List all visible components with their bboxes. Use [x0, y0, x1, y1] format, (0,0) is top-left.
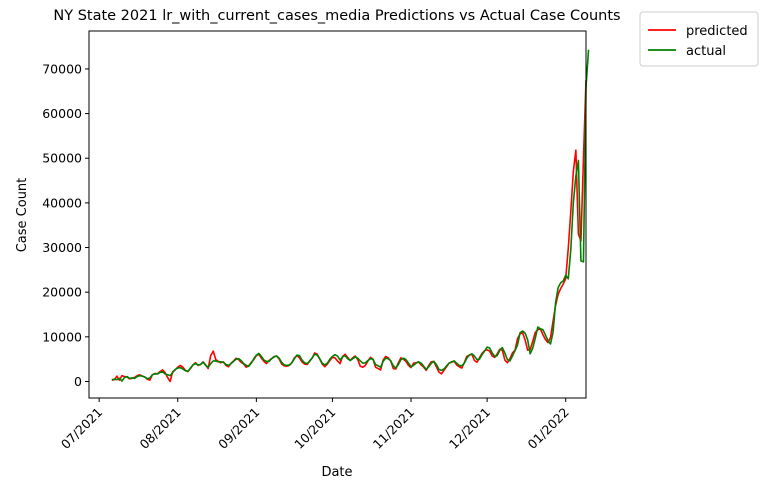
plot-area — [88, 30, 590, 399]
x-tick-label: 01/2022 — [525, 405, 572, 452]
y-tick-label: 50000 — [42, 151, 82, 166]
y-tick-label: 60000 — [42, 106, 82, 121]
legend-label-predicted: predicted — [686, 24, 748, 39]
chart-title: NY State 2021 lr_with_current_cases_medi… — [53, 8, 620, 24]
x-tick-label: 11/2021 — [370, 405, 417, 452]
legend-box — [639, 11, 759, 67]
y-tick-label: 70000 — [42, 61, 82, 76]
plot-frame — [88, 30, 587, 399]
x-tick-label: 09/2021 — [215, 405, 262, 452]
y-tick-label: 30000 — [42, 240, 82, 255]
y-axis: 0 10000 20000 30000 40000 50000 60000 70000 — [42, 61, 89, 389]
series-line-predicted — [111, 80, 587, 383]
x-tick-label: 10/2021 — [291, 405, 338, 452]
series-line-actual — [111, 49, 590, 382]
legend-label-actual: actual — [686, 44, 726, 59]
x-tick-label: 12/2021 — [446, 405, 493, 452]
y-tick-label: 20000 — [42, 285, 82, 300]
x-tick-label: 07/2021 — [58, 405, 105, 452]
legend: predicted actual — [639, 11, 759, 67]
x-axis-label: Date — [321, 465, 352, 480]
y-axis-label: Case Count — [15, 178, 30, 253]
series-layer — [111, 49, 590, 383]
y-tick-label: 0 — [74, 374, 82, 389]
x-axis: 07/2021 08/2021 09/2021 10/2021 11/2021 12/20… — [58, 398, 572, 452]
y-tick-label: 40000 — [42, 195, 82, 210]
x-tick-label: 08/2021 — [137, 405, 184, 452]
y-tick-label: 10000 — [42, 329, 82, 344]
